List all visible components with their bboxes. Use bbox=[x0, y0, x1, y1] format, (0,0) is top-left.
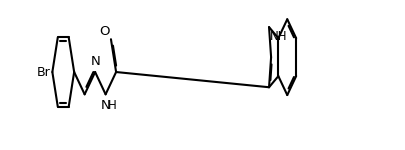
Text: N: N bbox=[101, 99, 111, 112]
Text: Br: Br bbox=[37, 66, 51, 79]
Text: O: O bbox=[99, 25, 110, 38]
Text: NH: NH bbox=[270, 30, 288, 43]
Text: N: N bbox=[91, 55, 100, 68]
Text: H: H bbox=[108, 99, 117, 112]
